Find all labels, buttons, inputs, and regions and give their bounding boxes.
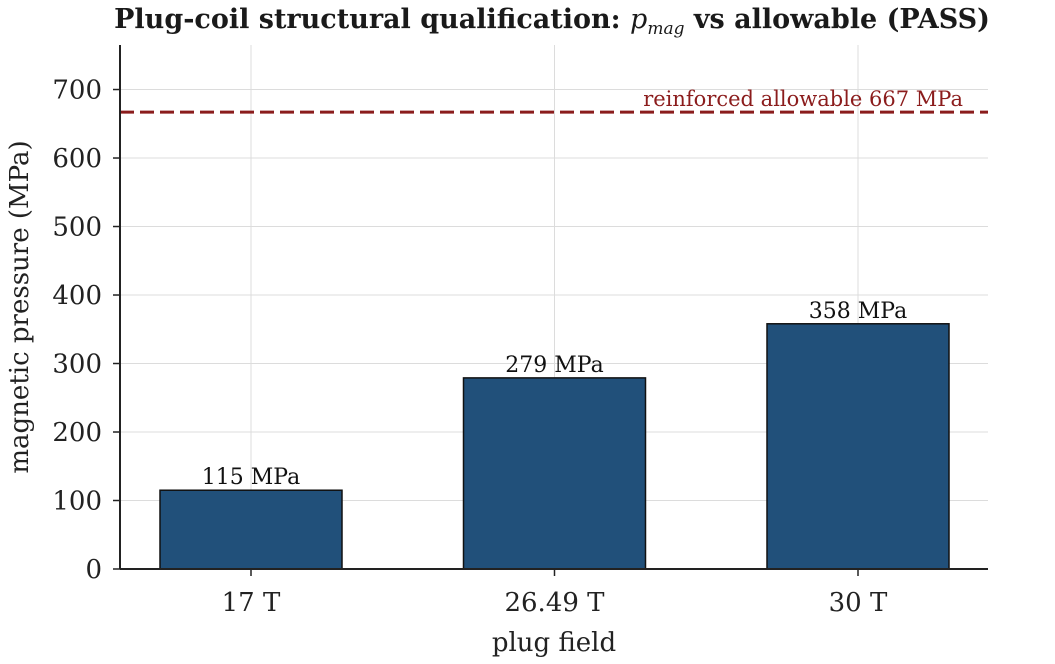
chart-title-symbol: p xyxy=(630,4,647,35)
bars: 115 MPa 279 MPa 358 MPa xyxy=(159,299,950,570)
y-tick-label: 400 xyxy=(52,281,102,311)
chart-title-prefix: Plug-coil structural qualification: xyxy=(114,4,630,35)
y-tick-label: 200 xyxy=(52,418,102,448)
x-tick-label: 17 T xyxy=(222,588,281,618)
x-axis-label: plug field xyxy=(492,628,616,658)
bar-data-label: 115 MPa xyxy=(202,465,300,490)
bar xyxy=(766,323,950,570)
bar-data-label: 358 MPa xyxy=(809,299,907,324)
y-tick-label: 700 xyxy=(52,76,102,106)
y-tick-label: 600 xyxy=(52,144,102,174)
x-tick-label: 26.49 T xyxy=(504,588,605,618)
reference-line-group: reinforced allowable 667 MPa xyxy=(120,87,988,114)
chart-title: Plug-coil structural qualification: pmag… xyxy=(114,4,990,39)
y-axis-label: magnetic pressure (MPa) xyxy=(5,140,35,473)
chart-title-suffix: vs allowable (PASS) xyxy=(684,4,989,35)
chart-title-subscript: mag xyxy=(647,19,684,39)
bar xyxy=(462,377,647,570)
x-tick-label: 30 T xyxy=(829,588,888,618)
y-tick-label: 100 xyxy=(52,487,102,517)
axes xyxy=(113,45,988,576)
bar xyxy=(159,489,343,570)
y-tick-label: 300 xyxy=(52,350,102,380)
reference-line-label: reinforced allowable 667 MPa xyxy=(643,87,963,111)
y-tick-label: 500 xyxy=(52,213,102,243)
y-tick-label: 0 xyxy=(85,555,102,585)
bar-data-label: 279 MPa xyxy=(505,353,603,378)
tick-labels: 0 100 200 300 400 500 600 700 17 T 26.49 T 30 T xyxy=(52,76,888,618)
